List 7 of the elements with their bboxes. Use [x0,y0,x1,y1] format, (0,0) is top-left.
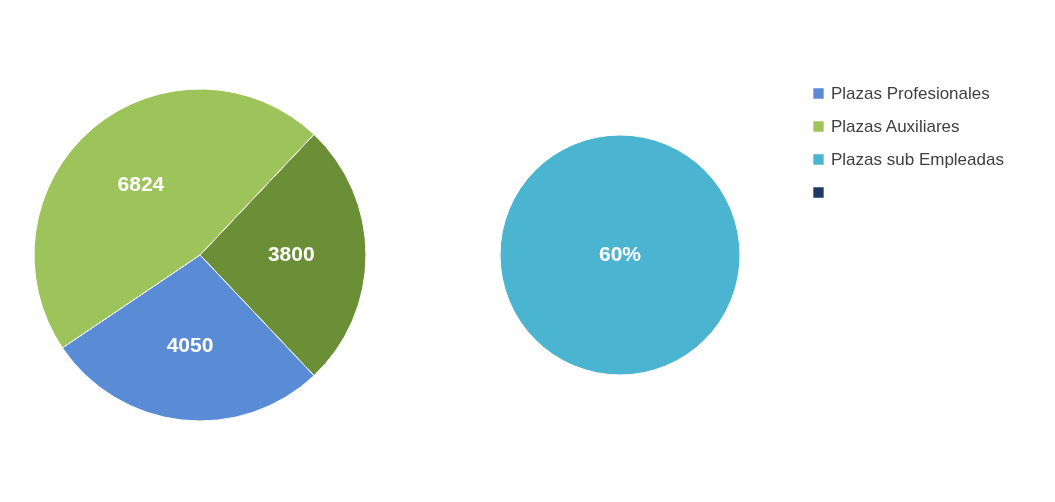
legend-label: Plazas sub Empleadas [831,149,1004,169]
legend-label: Plazas Profesionales [831,83,990,103]
data-label: 3800 [267,242,315,265]
data-label: 6824 [117,172,165,196]
data-label: 60% [598,242,642,265]
legend-label: Plazas Auxiliares [831,116,960,136]
data-label: 4050 [166,332,214,356]
